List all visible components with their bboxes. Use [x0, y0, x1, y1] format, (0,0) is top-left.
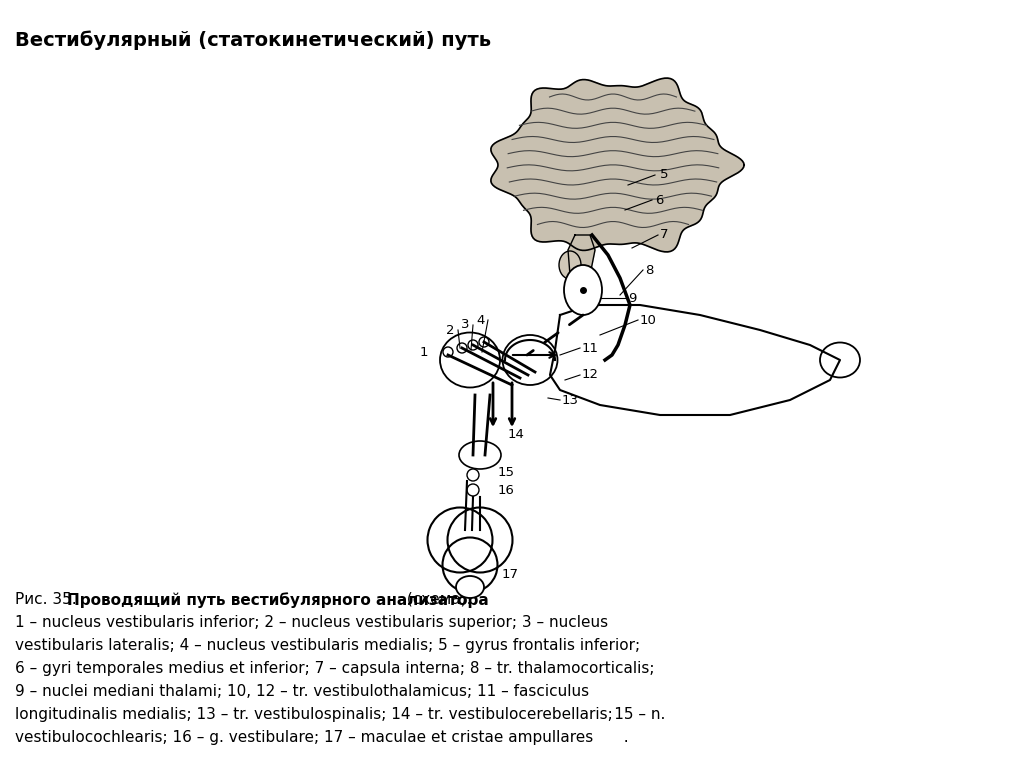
Text: longitudinalis medialis; 13 – tr. vestibulospinalis; 14 – tr. vestibulocerebella: longitudinalis medialis; 13 – tr. vestib… — [15, 707, 666, 722]
Text: 6: 6 — [655, 193, 664, 206]
Text: 11: 11 — [582, 341, 599, 354]
Ellipse shape — [459, 441, 501, 469]
Circle shape — [467, 469, 479, 481]
Text: 13: 13 — [562, 393, 579, 407]
Text: 9: 9 — [628, 291, 636, 304]
Text: 3: 3 — [461, 318, 469, 331]
Text: 9 – nuclei mediani thalami; 10, 12 – tr. vestibulothalamicus; 11 – fasciculus: 9 – nuclei mediani thalami; 10, 12 – tr.… — [15, 684, 589, 699]
Text: 5: 5 — [660, 169, 669, 182]
Text: 16: 16 — [498, 483, 515, 496]
Circle shape — [467, 484, 479, 496]
Text: 8: 8 — [645, 264, 653, 276]
Text: Проводящий путь вестибулярного анализатора: Проводящий путь вестибулярного анализато… — [67, 592, 488, 607]
Text: 2: 2 — [446, 324, 455, 337]
Circle shape — [479, 337, 489, 347]
Text: vestibularis lateralis; 4 – nucleus vestibularis medialis; 5 – gyrus frontalis i: vestibularis lateralis; 4 – nucleus vest… — [15, 638, 640, 653]
Text: 10: 10 — [640, 314, 656, 327]
Text: 12: 12 — [582, 368, 599, 381]
Text: vestibulocochlearis; 16 – g. vestibulare; 17 – maculae et cristae ampullares  .: vestibulocochlearis; 16 – g. vestibulare… — [15, 730, 629, 745]
Text: 1 – nucleus vestibularis inferior; 2 – nucleus vestibularis superior; 3 – nucleu: 1 – nucleus vestibularis inferior; 2 – n… — [15, 615, 608, 630]
Ellipse shape — [559, 251, 581, 279]
Text: 6 – gyri temporales medius et inferior; 7 – capsula interna; 8 – tr. thalamocort: 6 – gyri temporales medius et inferior; … — [15, 661, 654, 676]
Ellipse shape — [820, 343, 860, 377]
Text: 1: 1 — [420, 345, 428, 358]
Circle shape — [443, 347, 453, 357]
Text: 17: 17 — [502, 568, 519, 581]
Text: 15: 15 — [498, 466, 515, 479]
Polygon shape — [490, 78, 744, 252]
Ellipse shape — [564, 265, 602, 315]
Circle shape — [468, 340, 478, 350]
Text: (схема):: (схема): — [402, 592, 472, 607]
Text: 14: 14 — [508, 429, 525, 442]
Text: 4: 4 — [476, 314, 484, 327]
Text: 7: 7 — [660, 229, 669, 242]
Ellipse shape — [503, 335, 557, 385]
Ellipse shape — [440, 333, 500, 387]
Ellipse shape — [456, 576, 484, 598]
Polygon shape — [568, 235, 595, 305]
Text: Вестибулярный (статокинетический) путь: Вестибулярный (статокинетический) путь — [15, 30, 492, 50]
Polygon shape — [550, 305, 840, 415]
Text: Рис. 35.: Рис. 35. — [15, 592, 82, 607]
Circle shape — [457, 343, 467, 353]
